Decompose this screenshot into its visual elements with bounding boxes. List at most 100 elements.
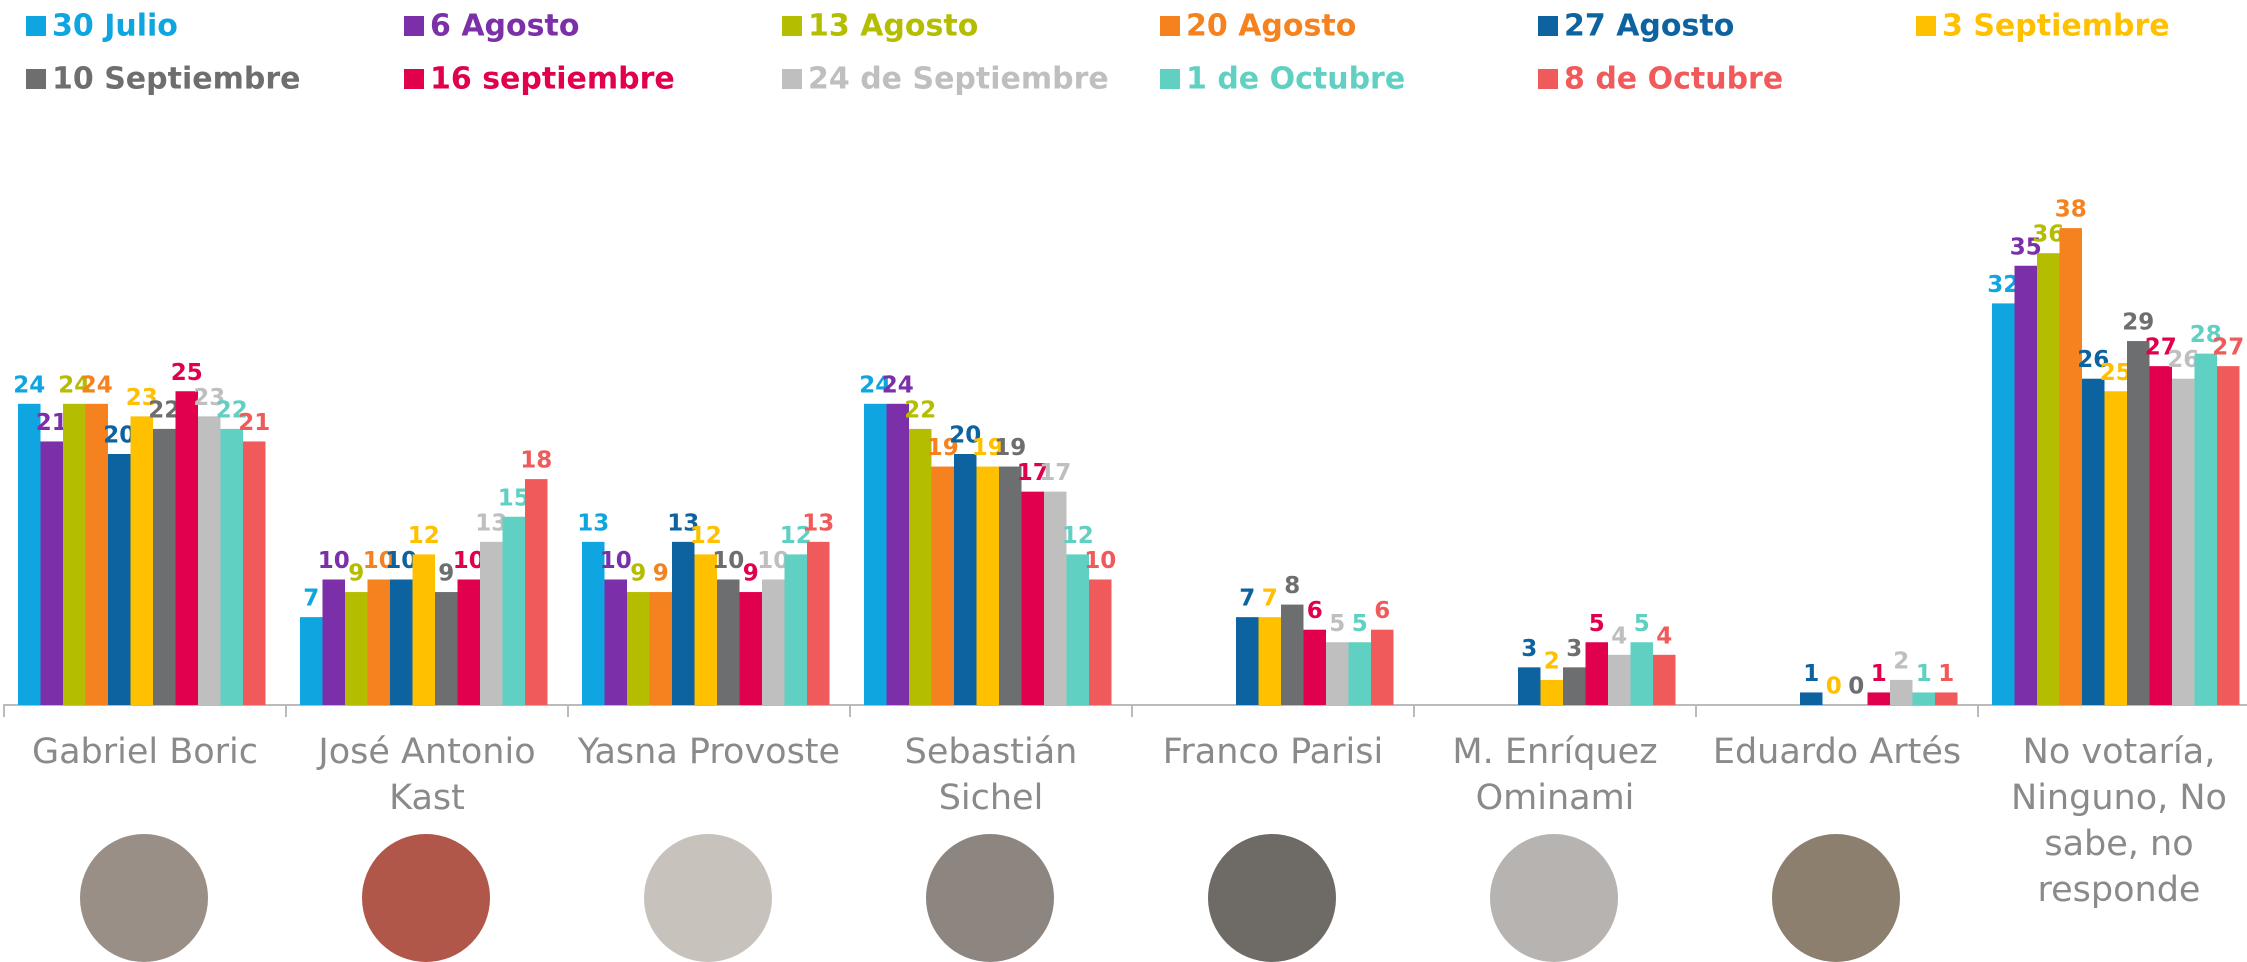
- value-label: 24: [58, 372, 90, 398]
- bar: [2194, 353, 2217, 705]
- bar: [909, 428, 932, 705]
- photos: [80, 834, 1900, 962]
- value-label: 4: [1611, 623, 1627, 649]
- value-label: 24: [81, 372, 113, 398]
- bar: [807, 541, 830, 705]
- value-label: 13: [802, 510, 834, 536]
- value-label: 35: [2010, 234, 2042, 260]
- x-tick-label: Franco Parisi: [1162, 732, 1384, 772]
- bar: [367, 579, 390, 705]
- value-label: 20: [103, 423, 135, 449]
- bar: [525, 479, 548, 705]
- value-label: 9: [348, 561, 364, 587]
- bar: [412, 554, 435, 705]
- value-label: 23: [193, 385, 225, 411]
- value-label: 8: [1284, 573, 1300, 599]
- bar: [1281, 604, 1304, 705]
- legend-swatch: [782, 16, 802, 36]
- legend-swatch: [26, 69, 46, 89]
- bar: [300, 617, 323, 705]
- value-label: 6: [1307, 598, 1323, 624]
- value-label: 1: [1803, 661, 1819, 687]
- value-label: 9: [653, 561, 669, 587]
- value-label: 12: [1062, 523, 1094, 549]
- bar: [322, 579, 345, 705]
- legend-swatch: [1160, 69, 1180, 89]
- bar: [130, 416, 153, 705]
- bar: [627, 592, 650, 705]
- x-tick-label: José Antonio Kast: [318, 732, 536, 818]
- candidate-photo: [926, 834, 1054, 962]
- candidate-photo: [362, 834, 490, 962]
- value-label: 10: [363, 548, 395, 574]
- bar: [954, 454, 977, 705]
- bar: [1236, 617, 1259, 705]
- value-label: 2: [1893, 648, 1909, 674]
- bar: [1371, 629, 1394, 705]
- value-label: 27: [2212, 335, 2244, 361]
- value-label: 10: [712, 548, 744, 574]
- value-label: 26: [2077, 347, 2109, 373]
- bar: [435, 592, 458, 705]
- legend-label: 24 de Septiembre: [808, 62, 1109, 97]
- value-label: 10: [385, 548, 417, 574]
- bar: [604, 579, 627, 705]
- legend-label: 30 Julio: [52, 9, 178, 44]
- value-label: 10: [453, 548, 485, 574]
- bar: [582, 541, 605, 705]
- legend-swatch: [404, 69, 424, 89]
- bar: [502, 516, 525, 705]
- bar: [2127, 341, 2150, 705]
- value-label: 3: [1566, 636, 1582, 662]
- bar: [762, 579, 785, 705]
- value-label: 22: [904, 397, 936, 423]
- value-label: 29: [2122, 310, 2154, 336]
- value-label: 21: [36, 410, 68, 436]
- value-label: 3: [1521, 636, 1537, 662]
- bar: [1935, 692, 1958, 705]
- x-tick-label: Gabriel Boric: [31, 732, 259, 772]
- bar: [153, 428, 176, 705]
- bar: [63, 403, 86, 705]
- bar: [886, 403, 909, 705]
- value-label: 5: [1634, 611, 1650, 637]
- value-label: 0: [1826, 674, 1842, 700]
- value-label: 7: [1262, 586, 1278, 612]
- value-label: 28: [2190, 322, 2222, 348]
- bar: [976, 466, 999, 705]
- legend-swatch: [26, 16, 46, 36]
- bar: [345, 592, 368, 705]
- bar: [2149, 366, 2172, 705]
- value-label: 18: [520, 448, 552, 474]
- value-label: 7: [303, 586, 319, 612]
- legend-swatch: [782, 69, 802, 89]
- legend-label: 27 Agosto: [1564, 9, 1734, 44]
- value-label: 10: [757, 548, 789, 574]
- value-label: 19: [972, 435, 1004, 461]
- value-label: 17: [1039, 460, 1071, 486]
- value-label: 32: [1987, 272, 2019, 298]
- bar: [243, 441, 266, 705]
- bar: [2014, 265, 2037, 705]
- value-label: 25: [2100, 360, 2132, 386]
- value-label: 19: [927, 435, 959, 461]
- bar: [2082, 378, 2105, 705]
- bar: [1890, 679, 1913, 705]
- bar: [2217, 366, 2240, 705]
- bar: [390, 579, 413, 705]
- legend-swatch: [1916, 16, 1936, 36]
- legend-label: 8 de Octubre: [1564, 62, 1783, 97]
- legend-swatch: [1538, 69, 1558, 89]
- value-label: 10: [318, 548, 350, 574]
- value-label: 26: [2167, 347, 2199, 373]
- legend-label: 3 Septiembre: [1942, 9, 2170, 44]
- value-label: 15: [498, 485, 530, 511]
- bar: [1044, 491, 1067, 705]
- value-label: 2: [1544, 648, 1560, 674]
- value-label: 13: [577, 510, 609, 536]
- legend-label: 1 de Octubre: [1186, 62, 1405, 97]
- bar: [672, 541, 695, 705]
- candidate-photo: [644, 834, 772, 962]
- bar: [739, 592, 762, 705]
